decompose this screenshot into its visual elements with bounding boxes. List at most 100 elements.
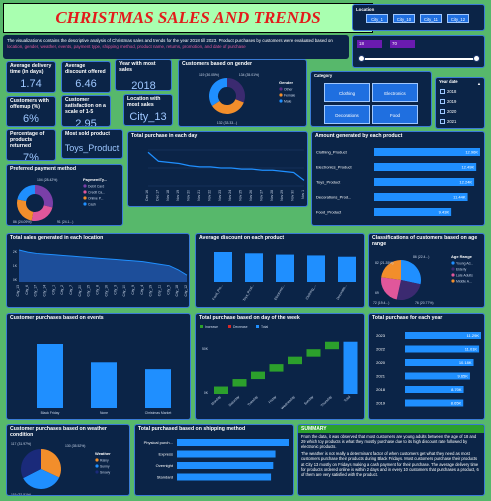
age-range-card: Classifications of customers based on ag… (368, 233, 485, 308)
pie-slice-1 (396, 279, 421, 300)
waterfall-bar (251, 371, 265, 380)
intro-card: The visualizations contains the descript… (3, 35, 349, 59)
year-checkbox-2018[interactable] (440, 89, 445, 94)
waterfall-bar (269, 364, 284, 372)
x-tick-label: City_2 (60, 285, 64, 295)
x-tick-label: City_16 (104, 285, 108, 297)
events-chart: Black Friday None Christmas Market (37, 343, 171, 415)
x-tick-label: Clothing_... (305, 283, 317, 300)
legend-title: Gender (279, 80, 293, 85)
kpi-most-sold-product: Most sold product Toys_Product (61, 129, 123, 159)
pie-data-label-0: 104 (28.42%) (37, 178, 57, 182)
category-clothing[interactable]: Clothing (324, 83, 370, 102)
x-tick-label: City_15 (87, 285, 91, 297)
data-label: 9.65K (458, 373, 469, 378)
legend-swatch-2 (256, 324, 259, 328)
y-tick-label: 0K (204, 391, 209, 395)
amount-product-card: Amount generated by each product Clothin… (311, 131, 485, 226)
bar (374, 192, 468, 201)
bar (145, 369, 171, 408)
legend-swatch-0 (451, 261, 455, 265)
data-label: 9.43K (439, 210, 450, 215)
range-min-input[interactable]: 18 (357, 40, 382, 48)
range-max-input[interactable]: 70 (390, 40, 415, 48)
location-city-10[interactable]: City_10 (393, 14, 415, 23)
kpi-products-returned: Percentage of products returned 7% (6, 129, 56, 161)
pie-slice-3 (17, 184, 35, 202)
legend-entry-2: Total (261, 325, 268, 329)
data-label: 10.18K (459, 360, 472, 365)
area-fill (19, 250, 187, 282)
x-tick-label: Decoratio... (336, 283, 348, 300)
kpi-average-discount: Average discount offered 6.46 (61, 61, 111, 93)
x-tick-label: City_18 (175, 285, 179, 297)
summary-paragraph-2: The weather is not really a determinant … (301, 451, 479, 477)
y-tick-label: 2020 (376, 360, 386, 365)
series-line (18, 249, 188, 276)
category-food[interactable]: Food (372, 105, 418, 124)
slider-handle-max[interactable] (473, 55, 480, 62)
summary-card: SUMMARY From the data, it was observed t… (297, 424, 485, 496)
pie-data-label-1: 86 (22.4...) (413, 255, 429, 259)
y-tick-label: Overnight (156, 463, 174, 468)
legend-entry-1: Sunny (100, 464, 110, 468)
location-city-11[interactable]: City_11 (420, 14, 442, 23)
pie-data-label-0: 119 (30.05%) (199, 73, 219, 77)
location-city-1[interactable]: City_1 (366, 14, 388, 23)
pie-slice-1 (31, 205, 53, 221)
bar (37, 343, 63, 408)
gender-chart: 119 (30.05%) 134 (35.01%) 132 (33.33...) Ge… (199, 73, 295, 125)
x-tick-label: City_1 (51, 285, 55, 295)
y-tick-label: 50K (202, 347, 209, 351)
year-checkbox-2021[interactable] (440, 119, 445, 124)
pie-data-label-1: 130 (35.52%) (65, 444, 85, 448)
pie-slice-2 (21, 448, 41, 479)
legend-swatch-1 (228, 324, 231, 328)
waterfall-bar (306, 349, 321, 357)
sales-location-card: Total sales generated in each location 2… (6, 233, 190, 308)
x-tick-label: City_14 (43, 285, 47, 297)
x-tick-label: Nov 30 (291, 190, 295, 201)
x-tick-label: Nov 28 (270, 190, 274, 201)
x-tick-label: Wednesday (280, 395, 296, 411)
year-label-2021: 2021 (447, 119, 457, 124)
pie-slice-2 (209, 77, 227, 106)
x-tick-label: City_17 (34, 285, 38, 297)
x-tick-label: Nov 29 (280, 190, 284, 201)
x-tick-label: City_20 (78, 285, 82, 297)
bar (405, 399, 464, 407)
slider-handle-min[interactable] (358, 55, 365, 62)
legend-entry-3: Cash (88, 202, 96, 206)
y-tick-label: Decorations_Prod... (316, 195, 351, 200)
y-tick-label: 1K (13, 264, 18, 268)
year-slicer-chevron-icon[interactable]: ▲ (477, 81, 481, 86)
y-tick-label: 2019 (376, 400, 386, 405)
year-checkbox-2020[interactable] (440, 109, 445, 114)
summary-title: SUMMARY (298, 425, 484, 433)
year-checkbox-2019[interactable] (440, 99, 445, 104)
legend-entry-0: Rainy (100, 458, 109, 462)
shipping-chart: Physical purch... Express Overnight Standar… (144, 438, 289, 481)
data-label: 12.49K (461, 165, 474, 170)
location-city-12[interactable]: City_12 (447, 14, 469, 23)
x-tick-label: Nov 24 (228, 190, 232, 201)
data-label: 8.70K (451, 387, 462, 392)
y-tick-label: Food_Product (316, 210, 342, 215)
x-tick-label: Nov 23 (218, 190, 222, 201)
category-electronics[interactable]: Electronics (372, 83, 418, 102)
legend-title: PaymentTy... (83, 177, 107, 182)
discount-product-chart: Food_Pro... Toys_Prod... Electronic... Clot… (212, 251, 356, 302)
payment-chart: 104 (28.42%) 86 (24.09%) 91 (24.1...) Payme… (13, 177, 107, 224)
category-decorations[interactable]: Decorations (324, 105, 370, 124)
age-range-slider: 18 70 (352, 35, 485, 68)
y-tick-label: 0K (13, 278, 18, 282)
kpi-satisfaction: Customer satisfaction on a scale of 1-5 2… (61, 95, 111, 127)
bar (374, 162, 477, 171)
series-line (147, 151, 305, 181)
purchase-day-chart: Dec 16 Dec 17 Nov 18 Nov 19 Nov 20 Nov 21 Nov … (145, 149, 305, 201)
pie-slice-0 (401, 259, 421, 285)
x-tick-label: Total (343, 395, 351, 403)
bar (245, 253, 263, 282)
y-tick-label: Toys_Product (316, 180, 341, 185)
